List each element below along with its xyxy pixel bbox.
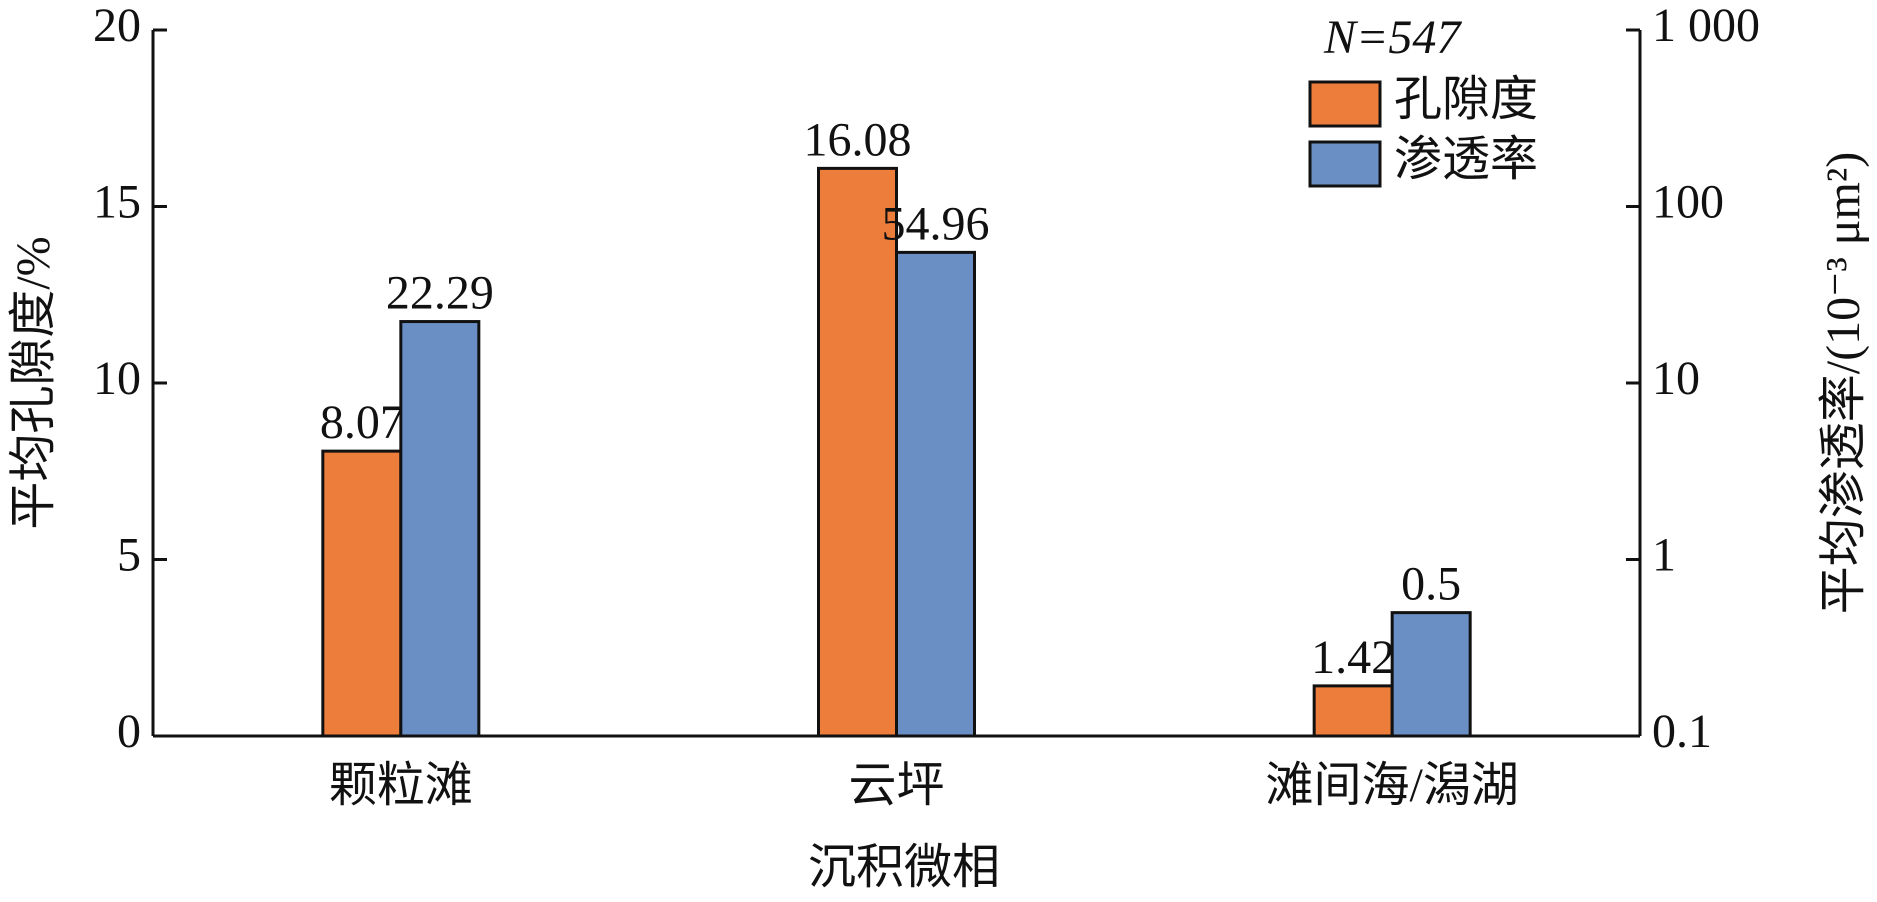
- value-label: 0.5: [1401, 558, 1461, 611]
- bar: [1312, 684, 1394, 738]
- bar: [399, 320, 481, 738]
- legend-label: 孔隙度: [1394, 73, 1538, 126]
- bar: [321, 449, 403, 738]
- y2-tick-label: 1: [1652, 529, 1676, 582]
- y-tick-label: 0: [117, 705, 141, 758]
- y2-tick-label: 10: [1652, 352, 1700, 405]
- y-axis-title: 平均孔隙度/%: [7, 236, 60, 529]
- bar: [817, 166, 898, 738]
- x-tick-label: 颗粒滩: [329, 759, 473, 812]
- y2-tick-label: 100: [1652, 176, 1724, 229]
- legend-swatch: [1308, 140, 1382, 188]
- value-label: 22.29: [386, 267, 494, 320]
- value-label: 8.07: [320, 396, 404, 449]
- y2-axis-title: 平均渗透率/(10⁻³ μm²): [1817, 152, 1870, 615]
- y2-tick-label: 0.1: [1652, 705, 1712, 758]
- bar: [1390, 611, 1472, 738]
- x-tick-label: 云坪: [848, 759, 944, 812]
- value-label: 1.42: [1311, 631, 1395, 684]
- bar: [895, 250, 976, 738]
- value-label: 54.96: [882, 197, 990, 250]
- x-tick-label: 滩间海/潟湖: [1265, 759, 1518, 812]
- legend-label: 渗透率: [1394, 133, 1538, 186]
- y-tick-label: 20: [93, 0, 141, 52]
- legend-swatch: [1308, 80, 1382, 128]
- legend-title: N=547: [1323, 11, 1462, 64]
- y-tick-label: 5: [117, 529, 141, 582]
- y-tick-label: 15: [93, 176, 141, 229]
- value-label: 16.08: [804, 113, 912, 166]
- y-tick-label: 10: [93, 352, 141, 405]
- y2-tick-label: 1 000: [1652, 0, 1760, 52]
- x-axis-title: 沉积微相: [808, 841, 1000, 894]
